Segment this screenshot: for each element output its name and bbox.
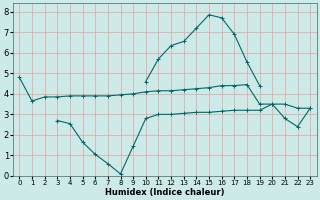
X-axis label: Humidex (Indice chaleur): Humidex (Indice chaleur): [105, 188, 225, 197]
